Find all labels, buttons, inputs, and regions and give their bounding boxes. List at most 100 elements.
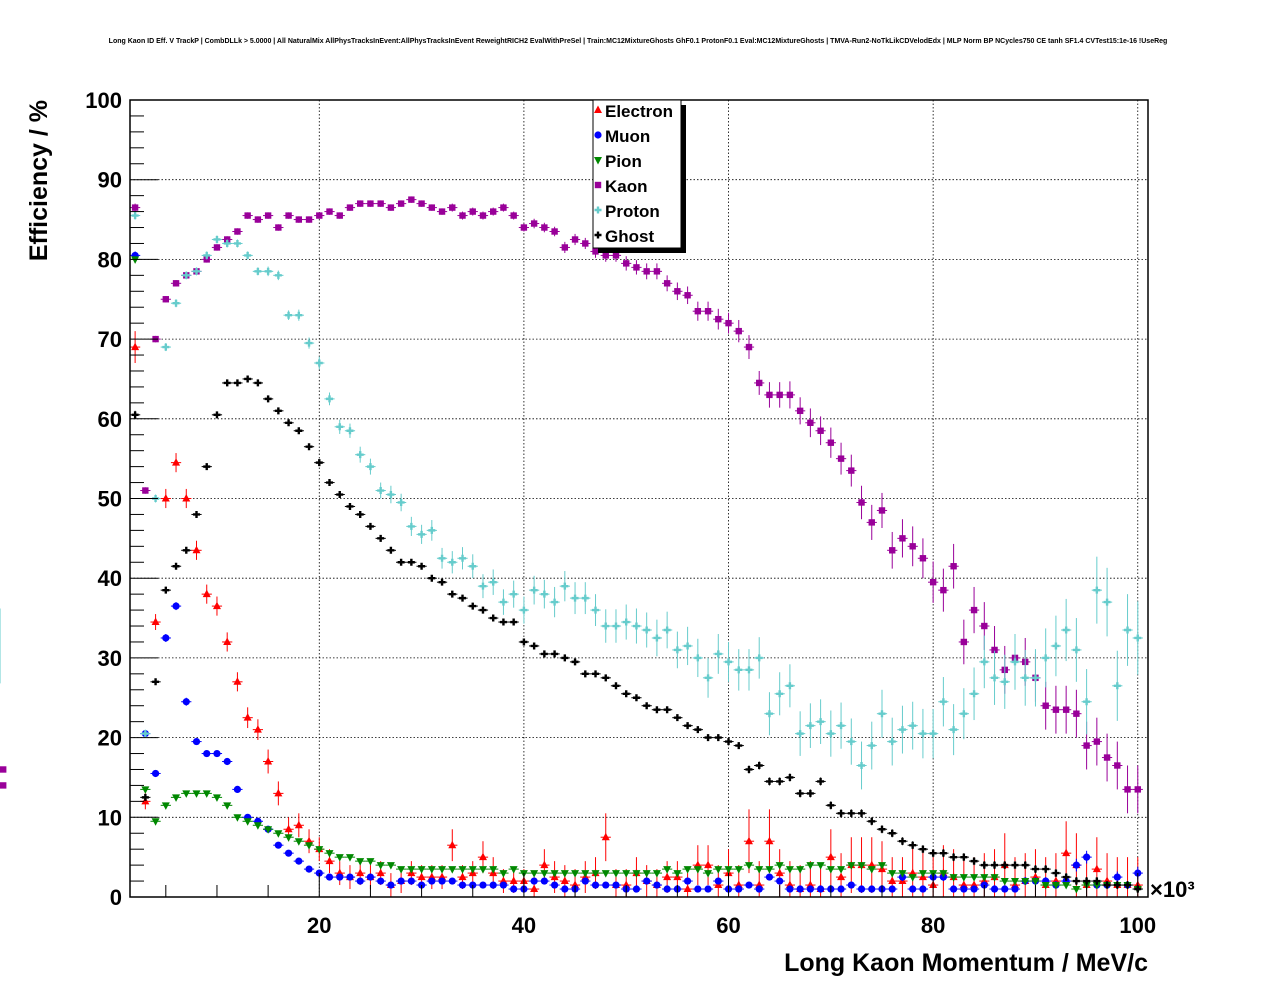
data-point (561, 885, 569, 893)
data-point (775, 862, 784, 870)
data-point (1031, 674, 1039, 682)
data-point (991, 674, 999, 682)
series-muon (130, 251, 1143, 893)
data-point (980, 874, 989, 882)
data-point (591, 870, 600, 878)
data-point (643, 877, 651, 885)
data-point (490, 208, 497, 215)
data-point (131, 256, 140, 264)
data-point (878, 507, 886, 514)
data-point (735, 885, 743, 893)
data-point (683, 866, 692, 874)
data-point (530, 642, 538, 650)
data-point (714, 734, 722, 742)
y-tick-label: 70 (98, 327, 122, 352)
data-point (377, 487, 385, 495)
data-point (387, 204, 395, 211)
data-point (397, 558, 405, 566)
data-point (520, 224, 528, 231)
data-point (858, 809, 866, 817)
data-point (960, 885, 968, 893)
data-point (970, 690, 978, 698)
data-point (540, 650, 548, 658)
data-point (981, 622, 988, 630)
data-point (182, 698, 190, 706)
data-point (479, 212, 487, 219)
data-point (939, 870, 948, 878)
data-point (765, 873, 774, 881)
data-point (438, 208, 446, 215)
data-point (663, 872, 672, 881)
data-point (633, 264, 640, 271)
data-point (858, 499, 865, 506)
data-point (499, 598, 507, 606)
data-point (294, 820, 303, 829)
data-point (939, 698, 947, 706)
data-point (1062, 626, 1070, 634)
data-point (1093, 586, 1101, 594)
y-tick-label: 10 (98, 805, 122, 830)
data-point (561, 244, 569, 251)
data-point (182, 271, 190, 279)
data-point (530, 870, 539, 878)
data-point (336, 873, 344, 881)
data-point (1113, 682, 1121, 690)
data-point (243, 713, 252, 721)
data-point (459, 554, 467, 562)
data-point (131, 212, 139, 220)
data-point (653, 268, 661, 275)
data-point (622, 618, 630, 626)
data-point (540, 590, 548, 598)
data-point (837, 809, 845, 817)
data-point (694, 885, 702, 893)
data-point (192, 737, 201, 746)
data-point (786, 885, 794, 893)
data-point (428, 526, 436, 534)
data-point (950, 726, 958, 734)
data-point (397, 866, 406, 874)
data-point (212, 601, 221, 610)
data-point (233, 677, 242, 685)
data-point (592, 670, 600, 678)
data-point (478, 866, 487, 874)
data-point (1072, 861, 1080, 869)
data-point (448, 590, 456, 598)
data-point (550, 881, 559, 889)
data-point (837, 455, 845, 462)
data-point (908, 874, 917, 882)
data-point (582, 240, 589, 247)
data-point (550, 870, 559, 878)
data-point (366, 873, 375, 881)
data-point (642, 870, 651, 878)
data-point (817, 777, 825, 785)
data-point (387, 881, 395, 889)
data-point (878, 825, 886, 833)
data-point (684, 292, 691, 299)
data-point (868, 742, 876, 750)
data-point (1052, 869, 1060, 877)
data-point (458, 872, 467, 881)
data-point (141, 786, 150, 794)
data-point (683, 884, 692, 893)
data-point (796, 789, 804, 797)
data-point (305, 443, 313, 451)
data-point (193, 267, 201, 275)
data-point (131, 204, 139, 211)
data-point (1092, 882, 1101, 890)
data-point (745, 666, 753, 674)
data-point (459, 594, 467, 602)
data-point (1083, 742, 1090, 749)
data-point (192, 790, 201, 798)
data-point (377, 877, 385, 885)
data-point (244, 251, 252, 259)
data-point (611, 870, 620, 878)
data-point (315, 459, 323, 467)
data-point (612, 622, 620, 630)
data-point (1042, 654, 1050, 662)
data-point (509, 876, 518, 885)
data-point (602, 622, 610, 630)
data-point (366, 463, 374, 471)
data-point (560, 870, 569, 878)
data-point (776, 777, 784, 785)
data-point (592, 248, 599, 255)
